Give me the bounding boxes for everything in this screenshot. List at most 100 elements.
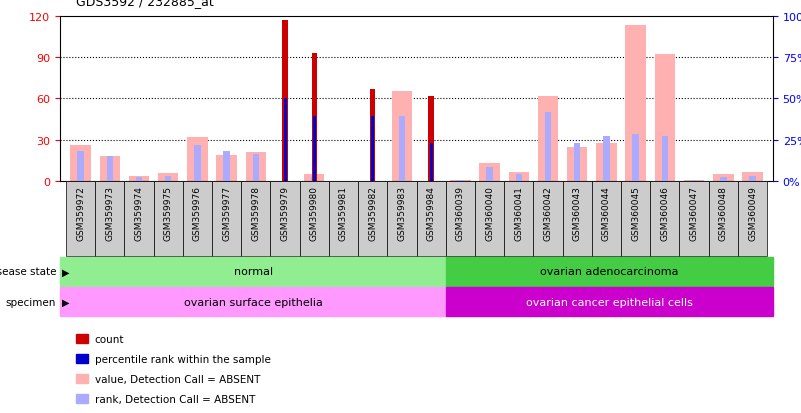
Text: rank, Detection Call = ABSENT: rank, Detection Call = ABSENT bbox=[95, 394, 255, 404]
Text: GSM359978: GSM359978 bbox=[252, 185, 260, 240]
Bar bbox=[592, 182, 621, 256]
Text: GSM360049: GSM360049 bbox=[748, 185, 757, 240]
Bar bbox=[212, 182, 241, 256]
Bar bbox=[486, 168, 493, 182]
Bar bbox=[633, 135, 639, 182]
Text: ▶: ▶ bbox=[62, 267, 69, 277]
Bar bbox=[603, 136, 610, 182]
Bar bbox=[537, 96, 558, 182]
Text: disease state: disease state bbox=[0, 267, 56, 277]
Bar bbox=[311, 178, 317, 182]
Text: GSM360046: GSM360046 bbox=[660, 185, 670, 240]
Bar bbox=[626, 26, 646, 182]
Bar bbox=[95, 182, 124, 256]
Bar bbox=[107, 157, 113, 182]
Bar bbox=[194, 146, 200, 182]
Text: GSM360047: GSM360047 bbox=[690, 185, 698, 240]
Text: GSM359979: GSM359979 bbox=[280, 185, 289, 240]
Bar bbox=[713, 175, 734, 182]
Bar bbox=[183, 182, 212, 256]
Bar bbox=[358, 182, 388, 256]
Text: GSM360039: GSM360039 bbox=[456, 185, 465, 240]
Text: value, Detection Call = ABSENT: value, Detection Call = ABSENT bbox=[95, 374, 260, 384]
Text: GDS3592 / 232885_at: GDS3592 / 232885_at bbox=[76, 0, 214, 8]
Text: GSM359977: GSM359977 bbox=[222, 185, 231, 240]
Text: GSM360044: GSM360044 bbox=[602, 185, 611, 240]
Bar bbox=[165, 176, 171, 182]
Bar bbox=[567, 147, 587, 182]
Text: GSM360045: GSM360045 bbox=[631, 185, 640, 240]
Bar bbox=[545, 113, 551, 182]
Text: GSM360041: GSM360041 bbox=[514, 185, 523, 240]
Bar bbox=[304, 175, 324, 182]
Bar bbox=[271, 182, 300, 256]
Text: percentile rank within the sample: percentile rank within the sample bbox=[95, 354, 271, 364]
Text: specimen: specimen bbox=[6, 297, 56, 307]
Text: GSM359976: GSM359976 bbox=[193, 185, 202, 240]
Bar bbox=[504, 182, 533, 256]
Bar bbox=[60, 257, 446, 286]
Text: ovarian cancer epithelial cells: ovarian cancer epithelial cells bbox=[526, 297, 693, 307]
Bar bbox=[457, 180, 464, 182]
Bar bbox=[154, 182, 183, 256]
Bar bbox=[371, 117, 374, 182]
Bar bbox=[399, 117, 405, 182]
Bar bbox=[509, 172, 529, 182]
Bar bbox=[650, 182, 679, 256]
Text: ovarian surface epithelia: ovarian surface epithelia bbox=[183, 297, 323, 307]
Bar bbox=[574, 143, 581, 182]
Bar bbox=[370, 90, 376, 182]
Text: GSM359981: GSM359981 bbox=[339, 185, 348, 240]
Bar bbox=[446, 257, 773, 286]
Bar bbox=[684, 180, 704, 182]
Text: GSM359972: GSM359972 bbox=[76, 185, 85, 240]
Text: GSM359974: GSM359974 bbox=[135, 185, 143, 240]
Bar bbox=[284, 99, 287, 182]
Text: GSM360048: GSM360048 bbox=[718, 185, 728, 240]
Bar bbox=[388, 182, 417, 256]
Bar bbox=[446, 287, 773, 316]
Bar bbox=[187, 138, 207, 182]
Bar bbox=[300, 182, 329, 256]
Bar bbox=[654, 55, 675, 182]
Bar bbox=[738, 182, 767, 256]
Bar bbox=[475, 182, 504, 256]
Text: normal: normal bbox=[234, 267, 272, 277]
Bar bbox=[135, 178, 142, 182]
Bar bbox=[312, 54, 317, 182]
Bar bbox=[60, 287, 446, 316]
Bar bbox=[329, 182, 358, 256]
Bar bbox=[450, 180, 470, 182]
Bar bbox=[99, 157, 120, 182]
Bar bbox=[621, 182, 650, 256]
Bar bbox=[216, 156, 237, 182]
Bar bbox=[709, 182, 738, 256]
Text: GSM360043: GSM360043 bbox=[573, 185, 582, 240]
Bar bbox=[679, 182, 709, 256]
Bar bbox=[158, 173, 179, 182]
Bar bbox=[516, 175, 522, 182]
Bar bbox=[596, 143, 617, 182]
Bar bbox=[283, 21, 288, 182]
Bar bbox=[562, 182, 592, 256]
Bar bbox=[479, 164, 500, 182]
Text: GSM359975: GSM359975 bbox=[163, 185, 173, 240]
Bar bbox=[252, 154, 259, 182]
Bar bbox=[749, 176, 755, 182]
Bar bbox=[223, 152, 230, 182]
Bar bbox=[392, 92, 413, 182]
Text: GSM359982: GSM359982 bbox=[368, 185, 377, 240]
Text: ovarian adenocarcinoma: ovarian adenocarcinoma bbox=[541, 267, 678, 277]
Text: GSM359984: GSM359984 bbox=[427, 185, 436, 240]
Bar bbox=[417, 182, 445, 256]
Text: ▶: ▶ bbox=[62, 297, 69, 307]
Bar bbox=[743, 172, 763, 182]
Bar bbox=[124, 182, 154, 256]
Bar bbox=[429, 96, 434, 182]
Bar bbox=[241, 182, 271, 256]
Bar bbox=[533, 182, 562, 256]
Bar bbox=[691, 180, 698, 182]
Text: GSM360042: GSM360042 bbox=[544, 185, 553, 240]
Text: GSM359983: GSM359983 bbox=[397, 185, 406, 240]
Text: GSM359980: GSM359980 bbox=[310, 185, 319, 240]
